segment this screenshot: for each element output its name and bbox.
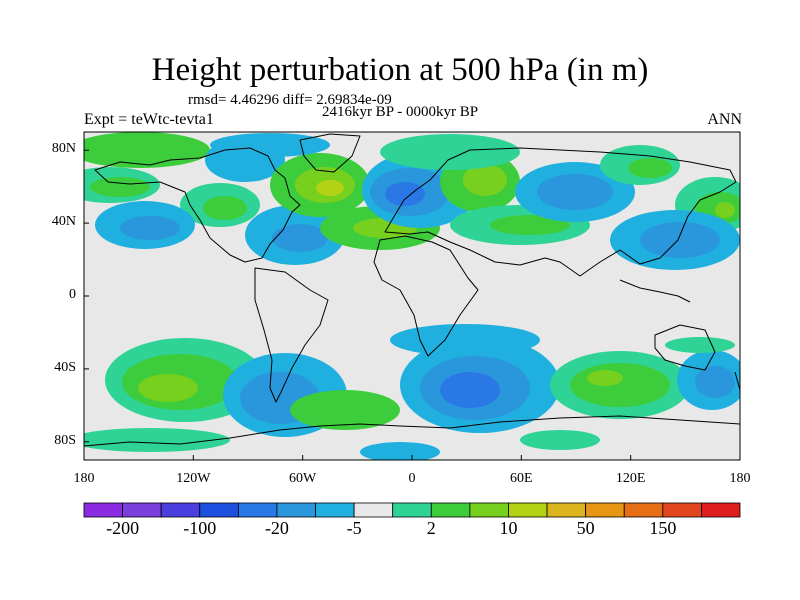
lat-tick-label: 0 bbox=[69, 287, 76, 302]
anomaly-pos bbox=[463, 164, 507, 196]
colorbar-swatch bbox=[276, 502, 316, 518]
coastline-new-zealand bbox=[734, 371, 740, 391]
colorbar-swatch bbox=[546, 502, 587, 518]
colorbar-label: 10 bbox=[499, 518, 518, 538]
colorbar-swatch bbox=[701, 502, 741, 518]
anomaly-pos bbox=[628, 158, 672, 178]
coastline-australia bbox=[654, 324, 716, 371]
colorbar-swatch bbox=[662, 502, 702, 518]
anomaly-neg bbox=[440, 372, 500, 408]
colorbar bbox=[83, 502, 741, 518]
colorbar-swatch bbox=[508, 502, 548, 518]
colorbar-swatch bbox=[83, 502, 123, 518]
anomaly-pos bbox=[490, 215, 570, 235]
anomaly-neg bbox=[537, 174, 613, 210]
colorbar-swatch bbox=[469, 502, 509, 518]
coastline-south-america bbox=[254, 267, 329, 403]
coastline-antarctica bbox=[84, 415, 740, 447]
colorbar-swatch bbox=[237, 502, 278, 518]
colorbar-label: 50 bbox=[576, 518, 595, 538]
coastline-north-america bbox=[94, 147, 301, 263]
anomaly-neg bbox=[390, 324, 540, 356]
colorbar-swatch bbox=[430, 502, 471, 518]
lat-tick-label: 80N bbox=[51, 141, 76, 157]
lat-tick-label: 40S bbox=[54, 359, 76, 375]
colorbar-label: 150 bbox=[649, 518, 677, 538]
colorbar-swatch bbox=[623, 502, 664, 518]
rmsd-diff-stats: rmsd= 4.46296 diff= 2.69834e-09 bbox=[188, 92, 392, 108]
lat-tick-label: 40N bbox=[51, 214, 76, 230]
time-period-label: 2416kyr BP - 0000kyr BP bbox=[321, 104, 479, 120]
colorbar-swatch bbox=[585, 502, 625, 518]
anomaly-pos bbox=[380, 134, 520, 170]
lon-tick-label: 180 bbox=[729, 471, 751, 486]
anomaly-pos bbox=[587, 370, 623, 386]
anomaly-neg bbox=[640, 222, 720, 258]
anomaly-pos bbox=[715, 202, 735, 218]
coastline-africa bbox=[373, 235, 479, 357]
lon-tick-label: 180 bbox=[73, 471, 95, 486]
anomaly-pos bbox=[570, 363, 670, 407]
anomaly-pos bbox=[138, 374, 198, 402]
anomaly-neg bbox=[120, 216, 180, 240]
coastline-greenland bbox=[299, 133, 361, 173]
anomaly-neg bbox=[210, 133, 330, 157]
colorbar-label: -200 bbox=[106, 518, 140, 538]
coastline-eurasia bbox=[384, 147, 737, 277]
lon-tick-label: 120W bbox=[176, 471, 211, 486]
anomaly-pos bbox=[84, 132, 210, 168]
contour-field bbox=[84, 132, 740, 460]
anomaly-pos bbox=[290, 390, 400, 430]
colorbar-swatch bbox=[122, 502, 162, 518]
lon-tick-label: 0 bbox=[408, 471, 416, 486]
colorbar-swatch bbox=[199, 502, 239, 518]
anomaly-neg bbox=[360, 442, 440, 460]
experiment-label: Expt = teWtc-tevta1 bbox=[84, 111, 214, 128]
anomaly-neg bbox=[385, 182, 425, 206]
colorbar-swatch bbox=[160, 502, 201, 518]
anomaly-pos bbox=[665, 337, 735, 353]
longitude-tick-marks bbox=[83, 455, 741, 460]
colorbar-label: -100 bbox=[183, 518, 217, 538]
coastlines bbox=[84, 133, 740, 447]
anomaly-pos bbox=[84, 428, 230, 452]
anomaly-pos bbox=[203, 196, 247, 220]
coastline-southeast-asia bbox=[619, 279, 691, 303]
colorbar-label: -20 bbox=[264, 518, 289, 538]
colorbar-label: -5 bbox=[346, 518, 362, 538]
lon-tick-label: 60W bbox=[289, 471, 317, 486]
anomaly-pos bbox=[90, 177, 150, 197]
anomaly-pos bbox=[520, 430, 600, 450]
latitude-tick-marks bbox=[84, 149, 89, 443]
colorbar-swatch bbox=[353, 502, 394, 518]
lat-tick-label: 80S bbox=[54, 432, 76, 448]
season-label: ANN bbox=[707, 111, 742, 128]
anomaly-neg bbox=[272, 224, 328, 252]
lon-tick-label: 120E bbox=[615, 471, 646, 486]
colorbar-swatch bbox=[392, 502, 432, 518]
colorbar-swatch bbox=[315, 502, 355, 518]
anomaly-neg bbox=[695, 366, 735, 398]
chart-title: Height perturbation at 500 hPa (in m) bbox=[151, 52, 649, 88]
anomaly-pos bbox=[316, 180, 344, 196]
colorbar-label: 2 bbox=[426, 518, 436, 538]
lon-tick-label: 60E bbox=[510, 471, 533, 486]
